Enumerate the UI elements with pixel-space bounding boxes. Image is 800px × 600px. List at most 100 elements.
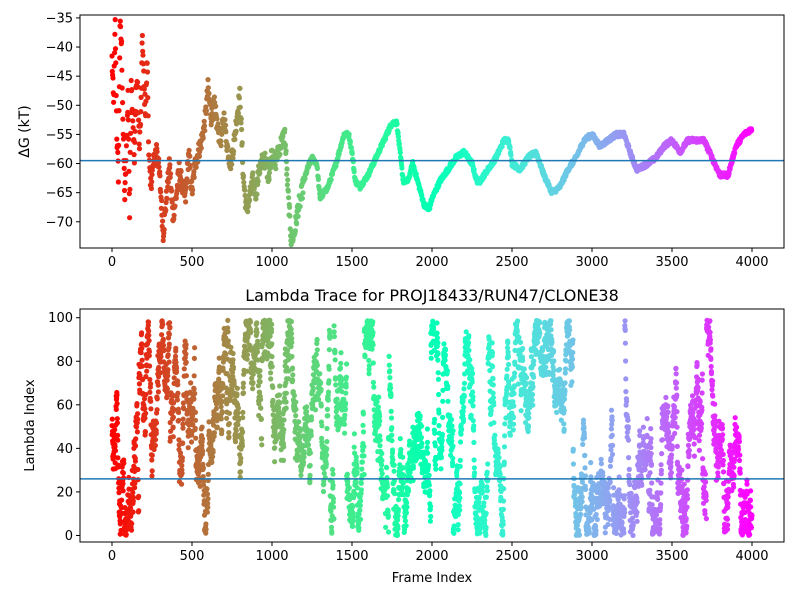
delta-g-point (395, 134, 401, 140)
delta-g-point (118, 24, 124, 30)
lambda-point (430, 320, 436, 326)
lambda-point (520, 357, 526, 363)
lambda-point (200, 465, 206, 471)
lambda-point (136, 381, 142, 387)
lambda-point (441, 341, 447, 347)
lambda-point (331, 333, 337, 340)
lambda-point (549, 339, 555, 345)
delta-g-point (471, 166, 477, 173)
lambda-point (511, 383, 517, 389)
lambda-point (533, 351, 539, 357)
lambda-point (507, 424, 513, 430)
delta-g-point (266, 170, 272, 176)
lambda-point (435, 340, 441, 346)
lambda-point (434, 330, 440, 336)
lambda-point (134, 401, 140, 407)
lambda-point (424, 439, 431, 445)
lambda-point (389, 432, 395, 438)
delta-g-point (211, 94, 217, 100)
lambda-point (183, 342, 189, 348)
lambda-point (350, 503, 356, 509)
delta-g-point (190, 187, 196, 193)
lambda-point (254, 320, 260, 326)
delta-g-point (126, 191, 132, 197)
lambda-point (515, 381, 522, 387)
lambda-point (160, 336, 166, 342)
lambda-point (180, 416, 186, 422)
delta-g-point (221, 110, 227, 116)
lambda-point (469, 379, 475, 385)
lambda-point (477, 530, 483, 536)
delta-g-point (123, 143, 129, 149)
delta-g-point (215, 121, 221, 127)
lambda-point (312, 407, 319, 413)
delta-g-point (287, 213, 293, 219)
lambda-point (427, 493, 433, 499)
delta-g-point (145, 113, 151, 119)
lambda-point (135, 466, 141, 473)
lambda-point (154, 396, 160, 402)
lambda-point (176, 409, 182, 415)
lambda-point (180, 425, 186, 431)
lambda-point (505, 354, 511, 360)
lambda-point (114, 401, 120, 407)
lambda-point (358, 487, 364, 493)
lambda-point (350, 518, 356, 524)
lambda-point (149, 457, 155, 463)
lambda-point (205, 504, 211, 510)
lambda-point (319, 435, 325, 441)
delta-g-y-axis-label: ΔG (kT) (17, 105, 33, 157)
lambda-point (471, 423, 477, 429)
lambda-point (211, 430, 217, 436)
lambda-point (484, 469, 490, 475)
delta-g-point (626, 143, 632, 149)
delta-g-panel: 0 500 1000 1500 2000 2500 3000 3500 4000 −70−65−… (17, 11, 785, 270)
lambda-point (455, 527, 461, 533)
delta-g-point (136, 141, 142, 147)
lambda-point (220, 393, 226, 399)
lambda-point (490, 382, 496, 388)
lambda-point (272, 459, 278, 465)
lambda-point (351, 431, 357, 437)
lambda-point (497, 471, 503, 477)
lambda-point (578, 504, 584, 511)
lambda-point (274, 436, 280, 442)
lambda-point (550, 372, 556, 378)
lambda-point (192, 417, 199, 423)
lambda-point (326, 366, 332, 372)
lambda-point (457, 481, 463, 487)
lambda-point (490, 395, 496, 401)
delta-g-point (110, 75, 116, 81)
lambda-point (394, 532, 400, 539)
lambda-point (445, 383, 451, 389)
lambda-point (395, 526, 401, 532)
delta-g-point (187, 153, 193, 159)
lambda-point (250, 386, 256, 392)
lambda-point (435, 370, 441, 376)
lambda-point (435, 357, 441, 363)
lambda-point (354, 469, 360, 475)
lambda-point (225, 317, 231, 323)
lambda-point (491, 437, 497, 443)
lambda-point (570, 349, 576, 356)
lambda-point (119, 497, 125, 503)
lambda-point (192, 409, 198, 415)
lambda-point (148, 398, 154, 404)
lambda-point (149, 473, 155, 479)
delta-g-point (749, 127, 755, 133)
delta-g-point (266, 177, 272, 183)
delta-g-point (346, 131, 352, 137)
lambda-point (301, 449, 307, 455)
lambda-point (128, 505, 134, 511)
lambda-point (132, 485, 138, 491)
lambda-point (256, 401, 262, 407)
lambda-point (467, 357, 473, 363)
lambda-point (530, 391, 536, 398)
lambda-point (318, 380, 324, 386)
lambda-point (510, 415, 516, 421)
lambda-point (289, 335, 295, 342)
delta-g-point (230, 155, 236, 161)
lambda-point (192, 345, 198, 351)
lambda-point (230, 350, 236, 357)
lambda-point (330, 467, 336, 473)
